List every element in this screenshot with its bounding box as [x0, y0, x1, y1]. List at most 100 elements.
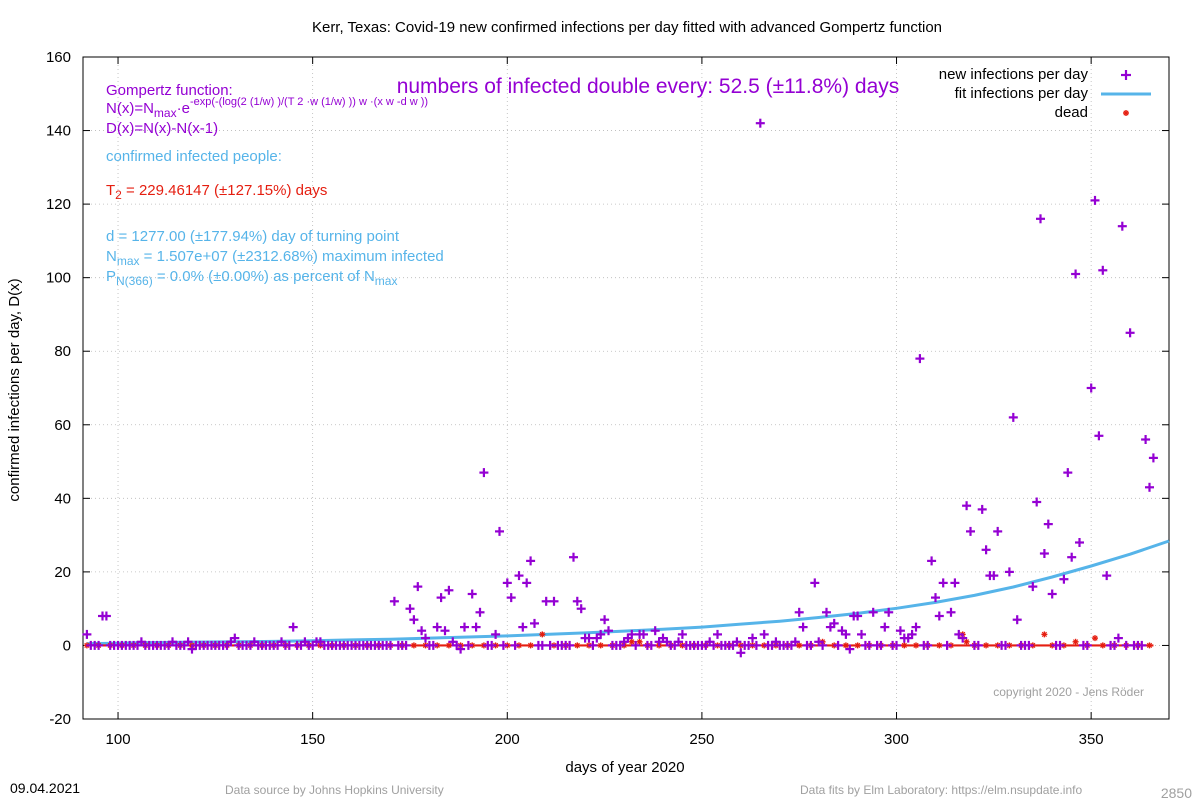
infection-point	[1047, 589, 1057, 599]
x-tick-label: 150	[300, 731, 325, 748]
infection-point	[845, 644, 855, 654]
t2-sub: 2	[115, 188, 122, 202]
infection-point	[1098, 265, 1108, 275]
x-tick-label: 100	[106, 731, 131, 748]
legend-label-dead: dead	[1055, 104, 1088, 121]
x-tick-label: 200	[495, 731, 520, 748]
infection-point	[958, 633, 968, 643]
infection-point	[1141, 435, 1151, 444]
infection-point	[386, 640, 395, 650]
infection-point	[183, 637, 193, 647]
y-tick-label: 0	[63, 637, 71, 654]
infection-point	[436, 593, 446, 603]
infection-point	[284, 640, 294, 650]
x-tick-label: 350	[1079, 731, 1104, 748]
infection-point	[934, 611, 944, 621]
infection-point	[405, 604, 415, 614]
p-mid: = 0.0% (±0.00%) as percent of N	[153, 268, 375, 285]
infection-point	[94, 640, 104, 650]
y-tick-labels: -20 0 20 40 60 80 100 120 140 160	[46, 49, 71, 728]
infection-point	[409, 615, 419, 625]
infection-point	[677, 629, 687, 639]
infection-point	[487, 640, 497, 650]
gompertz-formula-n: N(x)=Nmax·e-exp(-(log(2 (1/w) )/(T 2 ·w …	[106, 96, 428, 120]
footer-date: 09.04.2021	[10, 780, 80, 796]
t2-rest: = 229.46147 (±127.15%) days	[122, 182, 327, 199]
infection-point	[526, 556, 536, 566]
infection-point	[288, 622, 298, 632]
legend-marker-infections	[1121, 70, 1131, 80]
infection-point	[868, 607, 878, 617]
footer-source: Data source by Johns Hopkins University	[225, 783, 444, 797]
x-tick-label: 300	[884, 731, 909, 748]
t2-annotation: T2 = 229.46147 (±127.15%) days	[106, 182, 327, 202]
infection-point	[650, 626, 660, 636]
nmax-sub: max	[117, 254, 140, 268]
infection-point	[491, 629, 501, 639]
infection-point	[495, 526, 504, 536]
infection-point	[1113, 633, 1123, 643]
infection-point	[938, 578, 948, 588]
gompertz-formula-d: D(x)=N(x)-N(x-1)	[106, 120, 218, 137]
infection-point	[1032, 497, 1042, 507]
infection-point	[794, 607, 804, 617]
legend: new infections per day fit infections pe…	[939, 66, 1151, 121]
p-prefix: P	[106, 268, 116, 285]
infection-point	[892, 640, 901, 650]
infection-point	[977, 504, 987, 514]
infection-point	[806, 640, 816, 650]
copyright-text: copyright 2020 - Jens Röder	[993, 685, 1144, 699]
infection-point	[565, 640, 575, 650]
infection-point	[853, 611, 863, 621]
series-infections	[82, 118, 1158, 658]
infection-point	[1055, 640, 1065, 650]
infection-point	[1071, 269, 1081, 279]
nmax-prefix: N	[106, 248, 117, 265]
y-tick-label: 20	[54, 564, 71, 581]
nmax-annotation: Nmax = 1.507e+07 (±2312.68%) maximum inf…	[106, 248, 444, 268]
infection-point	[923, 640, 933, 650]
infection-point	[569, 552, 578, 562]
infection-point	[1012, 615, 1022, 625]
infection-point	[421, 633, 430, 643]
formula-n-sub: max	[154, 106, 177, 120]
infection-point	[946, 607, 956, 617]
infection-point	[475, 607, 485, 617]
infection-point	[751, 640, 761, 650]
infection-point	[1110, 640, 1119, 650]
infection-point	[1024, 640, 1034, 650]
infection-point	[1102, 571, 1112, 581]
x-axis-label: days of year 2020	[565, 759, 684, 776]
infection-point	[876, 640, 886, 650]
x-tick-labels: 100 150 200 250 300 350	[106, 731, 1104, 748]
y-tick-label: 100	[46, 270, 71, 287]
infection-point	[981, 545, 991, 555]
infection-point	[1039, 549, 1049, 558]
p-sub: N(366)	[116, 274, 153, 288]
infection-point	[1094, 431, 1104, 441]
infection-point	[732, 637, 742, 647]
infection-point	[417, 626, 427, 636]
infection-point	[1082, 640, 1092, 650]
y-tick-label: -20	[49, 711, 71, 728]
infection-point	[790, 637, 800, 647]
infection-point	[1125, 328, 1135, 338]
infection-point	[545, 640, 555, 650]
infection-point	[389, 596, 399, 606]
infection-point	[428, 640, 438, 650]
dead-point	[963, 638, 970, 645]
infection-point	[463, 640, 473, 650]
y-tick-label: 140	[46, 123, 71, 140]
y-tick-label: 60	[54, 417, 71, 434]
infection-point	[600, 615, 610, 625]
dead-point	[628, 638, 635, 645]
infection-point	[1090, 195, 1100, 205]
infection-point	[572, 596, 582, 606]
dead-point	[1092, 635, 1098, 642]
infection-point	[1043, 519, 1053, 529]
infection-point	[915, 354, 925, 364]
infection-point	[841, 629, 851, 639]
infection-point	[1008, 412, 1018, 422]
infection-point	[1059, 574, 1069, 584]
